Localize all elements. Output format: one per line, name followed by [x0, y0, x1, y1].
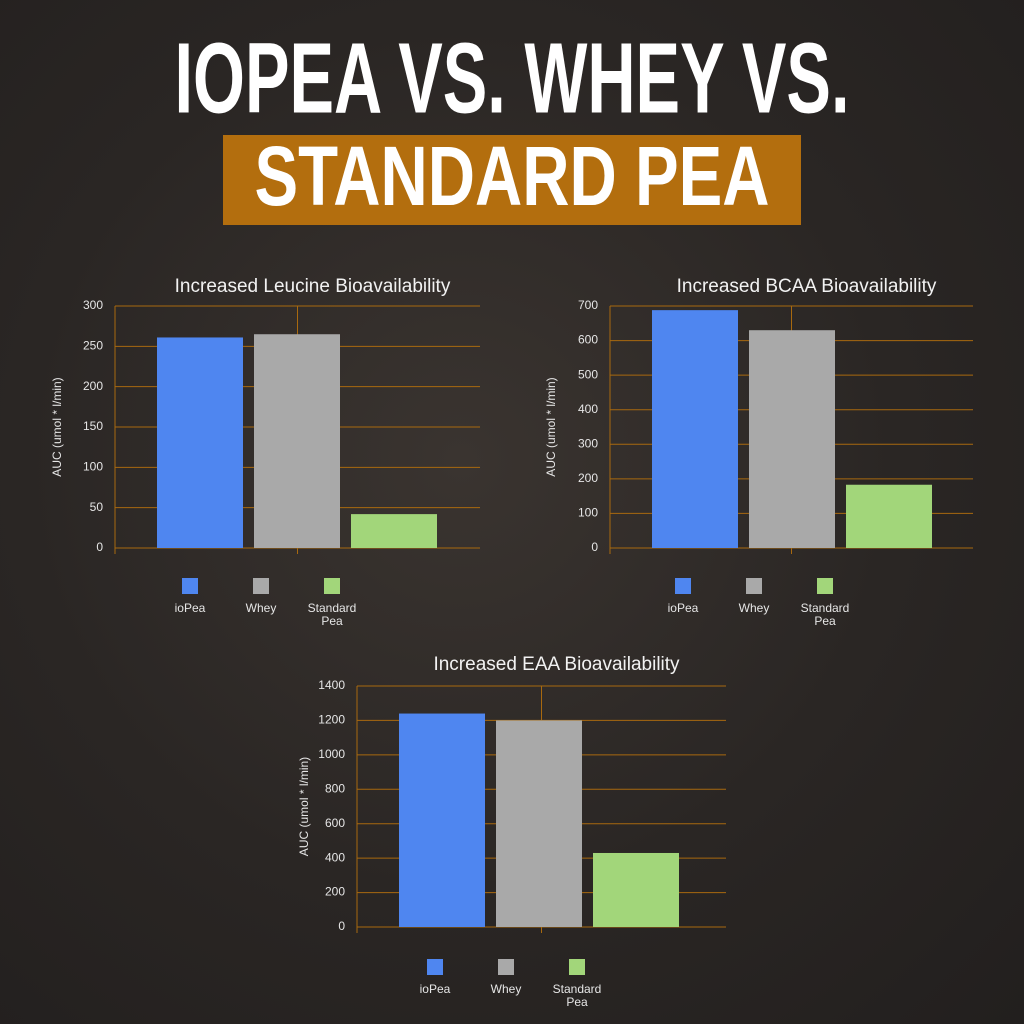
- legend-label: ioPea: [174, 601, 206, 615]
- y-tick-label: 800: [325, 781, 345, 795]
- bar: [157, 337, 243, 548]
- y-tick-label: 300: [578, 436, 598, 450]
- y-tick-label: 700: [578, 298, 598, 312]
- chart-title: Increased EAA Bioavailability: [433, 654, 680, 675]
- legend-label: ioPea: [419, 982, 451, 996]
- bar: [399, 713, 485, 927]
- y-tick-label: 100: [83, 460, 103, 474]
- y-axis-label: AUC (umol * l/min): [297, 757, 311, 856]
- legend-label: Standard Pea: [552, 982, 602, 1009]
- y-tick-label: 600: [578, 333, 598, 347]
- legend-swatch: [427, 959, 443, 975]
- y-tick-label: 200: [325, 885, 345, 899]
- chart-title: Increased BCAA Bioavailability: [677, 276, 937, 297]
- legend-swatch: [324, 578, 340, 594]
- legend-swatch: [675, 578, 691, 594]
- legend-label: Standard Pea: [800, 601, 850, 628]
- bar: [749, 330, 835, 548]
- legend-swatch: [498, 959, 514, 975]
- legend-label: Whey: [738, 601, 770, 615]
- headline: IOPEA VS. WHEY VS.: [175, 22, 850, 134]
- legend-label: Whey: [245, 601, 277, 615]
- legend-swatch: [569, 959, 585, 975]
- bar: [496, 720, 582, 927]
- y-tick-label: 100: [578, 506, 598, 520]
- y-tick-label: 0: [338, 919, 345, 933]
- bar: [254, 334, 340, 548]
- y-tick-label: 200: [83, 379, 103, 393]
- legend-label: ioPea: [667, 601, 699, 615]
- y-tick-label: 0: [96, 540, 103, 554]
- y-axis-label: AUC (umol * l/min): [544, 377, 558, 476]
- y-tick-label: 250: [83, 339, 103, 353]
- y-tick-label: 150: [83, 419, 103, 433]
- headline-box: [223, 135, 801, 225]
- bar: [593, 852, 679, 927]
- y-tick-label: 400: [578, 402, 598, 416]
- y-tick-label: 1200: [318, 713, 345, 727]
- y-tick-label: 200: [578, 471, 598, 485]
- y-tick-label: 1000: [318, 747, 345, 761]
- y-tick-label: 0: [591, 540, 598, 554]
- y-tick-label: 600: [325, 816, 345, 830]
- y-tick-label: 50: [90, 500, 104, 514]
- bar: [351, 514, 437, 548]
- y-tick-label: 400: [325, 850, 345, 864]
- y-tick-label: 1400: [318, 678, 345, 692]
- legend-swatch: [746, 578, 762, 594]
- bar: [846, 484, 932, 548]
- legend-label: Whey: [490, 982, 522, 996]
- y-tick-label: 500: [578, 367, 598, 381]
- bar: [652, 310, 738, 548]
- headline: STANDARD PEA: [255, 129, 770, 223]
- legend-swatch: [182, 578, 198, 594]
- y-axis-label: AUC (umol * l/min): [50, 377, 64, 476]
- legend-label: Standard Pea: [307, 601, 357, 628]
- chart-title: Increased Leucine Bioavailability: [175, 276, 451, 297]
- legend-swatch: [253, 578, 269, 594]
- y-tick-label: 300: [83, 298, 103, 312]
- legend-swatch: [817, 578, 833, 594]
